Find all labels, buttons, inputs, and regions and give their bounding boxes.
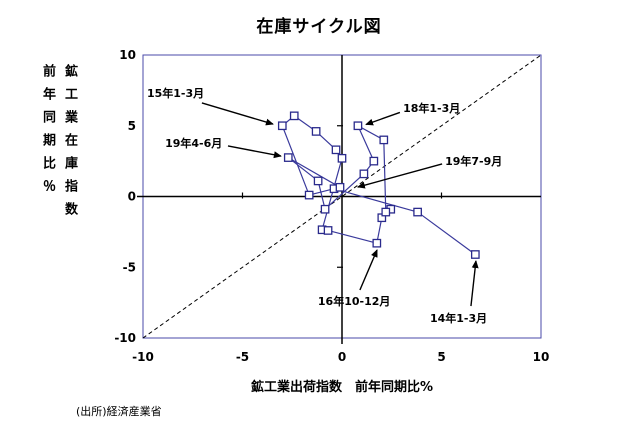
annotation-arrow — [227, 145, 282, 159]
x-tick-label: 5 — [437, 350, 445, 364]
data-point-15年7-9月 — [311, 127, 321, 136]
data-point-16年10-12月 — [372, 238, 382, 248]
y-tick-label: -5 — [123, 260, 136, 274]
diagonal-dashed-line — [142, 54, 542, 339]
reference-diagonal-dashed-line — [142, 54, 542, 339]
cycle-path — [281, 115, 476, 255]
data-point-15年1-3月 — [277, 121, 287, 131]
data-point-18年10-12月 — [320, 204, 330, 214]
source-note: (出所)経済産業省 — [76, 405, 162, 418]
y-axis-title: 鉱工業在庫指数 前年同期比％ — [40, 64, 80, 386]
data-point-18年1-3月 — [353, 121, 363, 131]
y-axis-title-lower: 前年同期比％ — [40, 64, 55, 202]
y-tick-label: -10 — [114, 331, 136, 345]
chart-title: 在庫サイクル図 — [256, 17, 382, 37]
annotation-label: 16年10-12月 — [318, 294, 391, 308]
data-point-19年1-3月 — [313, 176, 323, 186]
annotation-arrow — [359, 249, 378, 291]
data-point-19年4-6月 — [283, 153, 293, 162]
annotation-label: 15年1-3月 — [147, 86, 204, 100]
x-axis-title: 鉱工業出荷指数 前年同期比% — [250, 380, 434, 395]
data-point-19年7-9月 — [335, 182, 345, 192]
data-point-17年7-9月 — [381, 207, 391, 217]
annotation-label: 19年4-6月 — [165, 136, 222, 150]
data-point-15年4-6月 — [289, 111, 299, 121]
annotation-label: 18年1-3月 — [403, 101, 460, 115]
y-tick-label: 5 — [128, 119, 136, 133]
annotations: 15年1-3月 19年4-6月 18年1-3月 19年7-9月 16年10-12月 14年… — [147, 86, 502, 325]
data-point-14年1-3月 — [470, 250, 480, 259]
annotation-arrow — [356, 163, 443, 189]
data-point-14年10-12月 — [304, 190, 314, 200]
data-point-17年10-12月 — [379, 135, 389, 145]
x-tick-label: 0 — [338, 350, 346, 364]
data-point-14年4-6月 — [413, 207, 422, 217]
annotation-arrow — [365, 111, 401, 126]
x-tick-label: -10 — [132, 350, 154, 364]
data-series — [277, 111, 480, 259]
x-tick-label: -5 — [236, 350, 249, 364]
x-tick-label: 10 — [533, 350, 550, 364]
y-tick-label: 0 — [128, 190, 136, 204]
annotation-arrow — [470, 260, 479, 307]
data-point-16年1-3月 — [337, 153, 347, 163]
data-point-18年4-6月 — [369, 156, 379, 166]
y-tick-label: 10 — [119, 48, 136, 62]
annotation-arrow — [201, 102, 274, 126]
y-axis-title-upper: 鉱工業在庫指数 — [62, 64, 77, 225]
annotation-label: 14年1-3月 — [430, 311, 487, 325]
annotation-label: 19年7-9月 — [445, 154, 502, 168]
data-point-15年10-12月 — [331, 145, 341, 155]
data-point-18年7-9月 — [359, 169, 369, 179]
data-point-16年7-9月 — [323, 226, 333, 235]
tick-labels: -10 -5 0 5 10 10 5 0 -5 -10 — [114, 48, 549, 364]
